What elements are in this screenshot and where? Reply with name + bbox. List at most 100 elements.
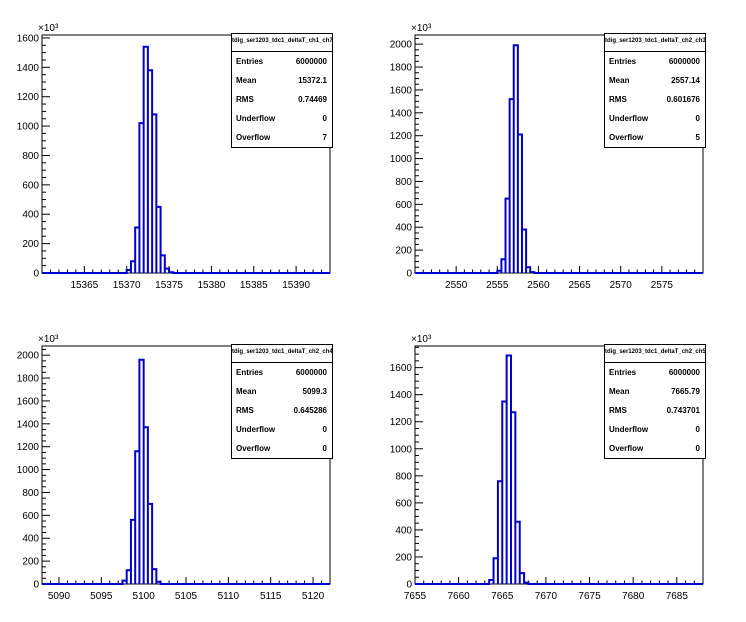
- stats-box: tdig_ser1203_tdc1_deltaT_ch2_ch4 Entries…: [231, 344, 333, 459]
- stats-underflow: Underflow 0: [609, 425, 700, 434]
- x-tick-label: 7685: [666, 591, 689, 602]
- histogram-plot: ×10³ 7655 7660 7665 7670 7675 7680 7685 0 200 400 6…: [390, 334, 704, 602]
- histogram-bin: [127, 270, 131, 273]
- histogram-bin: [511, 412, 515, 584]
- y-tick-label: 600: [395, 200, 412, 211]
- y-tick-label: 1200: [17, 442, 40, 453]
- x-tick-label: 7680: [622, 591, 645, 602]
- stats-box: tdig_ser1203_tdc1_deltaT_ch2_ch5 Entries…: [604, 344, 706, 459]
- histogram-bin: [526, 267, 530, 273]
- histogram-bin: [131, 261, 135, 273]
- y-tick-label: 400: [22, 210, 39, 221]
- y-tick-label: 400: [395, 525, 412, 536]
- histogram-bin: [494, 558, 498, 584]
- stats-mean: Mean 15372.1: [236, 76, 327, 85]
- stats-mean: Mean 2557.14: [609, 76, 700, 85]
- histogram-bin: [498, 481, 502, 584]
- x-tick-label: 7670: [535, 591, 558, 602]
- x-tick-label: 7655: [404, 591, 427, 602]
- y-tick-label: 800: [395, 177, 412, 188]
- histogram-bin: [152, 569, 156, 584]
- stats-mean: Mean 7665.79: [609, 387, 700, 396]
- histogram-title: tdig_ser1203_tdc1_deltaT_ch2_ch3: [605, 34, 705, 52]
- histogram-bin: [156, 582, 160, 584]
- histogram-bin: [144, 47, 148, 273]
- x-tick-label: 7660: [448, 591, 471, 602]
- histogram-bin: [135, 227, 139, 273]
- x-tick-label: 5120: [302, 591, 325, 602]
- histogram-title: tdig_ser1203_tdc1_deltaT_ch1_ch7: [232, 34, 332, 52]
- x-tick-label: 5105: [175, 591, 198, 602]
- stats-underflow: Underflow 0: [236, 114, 327, 123]
- histogram-plot: ×10³ 15365 15370 15375 15380 15385 15390 0 200 40…: [17, 23, 331, 291]
- x-tick-label: 15365: [70, 280, 98, 291]
- stats-entries: Entries 6000000: [236, 368, 327, 377]
- y-tick-label: 800: [395, 471, 412, 482]
- y-tick-label: 1200: [17, 92, 40, 103]
- histogram-title: tdig_ser1203_tdc1_deltaT_ch2_ch5: [605, 345, 705, 363]
- y-tick-label: 1200: [390, 131, 413, 142]
- y-tick-label: 1200: [390, 417, 413, 428]
- x-tick-label: 7675: [578, 591, 601, 602]
- histogram-bin: [139, 360, 143, 584]
- histogram-line: [415, 44, 703, 274]
- y-tick-label: 0: [33, 580, 39, 591]
- stats-box: tdig_ser1203_tdc1_deltaT_ch1_ch7 Entries…: [231, 33, 333, 148]
- y-tick-label: 600: [22, 180, 39, 191]
- y-tick-label: 200: [395, 246, 412, 257]
- stats-rms: RMS 0.743701: [609, 406, 700, 415]
- stats-underflow: Underflow 0: [609, 114, 700, 123]
- y-tick-label: 600: [395, 498, 412, 509]
- pad-top-left: ×10³ 15365 15370 15375 15380 15385 15390 0 200 40…: [0, 0, 373, 311]
- histogram-bin: [520, 573, 524, 584]
- stats-overflow: Overflow 7: [236, 133, 327, 142]
- histogram-bin: [501, 259, 505, 273]
- histogram-bin: [506, 199, 510, 273]
- y-tick-label: 1400: [390, 390, 413, 401]
- y-tick-label: 0: [33, 269, 39, 280]
- x-tick-label: 15375: [155, 280, 183, 291]
- y-tick-label: 800: [22, 488, 39, 499]
- stats-box: tdig_ser1203_tdc1_deltaT_ch2_ch3 Entries…: [604, 33, 706, 148]
- stats-rms: RMS 0.74469: [236, 95, 327, 104]
- y-tick-label: 1800: [17, 374, 40, 385]
- histogram-plot: ×10³ 5090 5095 5100 5105 5110 5115 5120 0 200 400 6…: [17, 334, 331, 602]
- histogram-bin: [165, 269, 169, 273]
- histogram-bin: [135, 451, 139, 584]
- histogram-bin: [489, 580, 493, 584]
- y-tick-label: 0: [406, 269, 412, 280]
- y-tick-label: 2000: [390, 40, 413, 51]
- x-tick-label: 2550: [445, 280, 468, 291]
- y-tick-label: 800: [22, 151, 39, 162]
- y-tick-label: 1600: [390, 85, 413, 96]
- x-tick-label: 15380: [198, 280, 226, 291]
- histogram-bin: [131, 520, 135, 584]
- stats-overflow: Overflow 0: [609, 444, 700, 453]
- y-exponent-label: ×10³: [38, 334, 59, 345]
- histogram-bin: [518, 135, 522, 273]
- x-tick-label: 2555: [486, 280, 509, 291]
- histogram-bin: [139, 123, 143, 273]
- histogram-plot: ×10³ 2550 2555 2560 2565 2570 2575 0 200 400 600 80…: [390, 23, 704, 291]
- histogram-title: tdig_ser1203_tdc1_deltaT_ch2_ch4: [232, 345, 332, 363]
- histogram-bin: [514, 45, 518, 273]
- x-tick-label: 2575: [651, 280, 674, 291]
- y-tick-label: 1400: [390, 108, 413, 119]
- histogram-bin: [152, 114, 156, 273]
- y-tick-label: 200: [395, 552, 412, 563]
- y-tick-label: 1600: [17, 33, 40, 44]
- x-tick-label: 15370: [113, 280, 141, 291]
- x-tick-label: 15385: [240, 280, 268, 291]
- histogram-bin: [144, 427, 148, 584]
- stats-rms: RMS 0.645286: [236, 406, 327, 415]
- stats-underflow: Underflow 0: [236, 425, 327, 434]
- y-tick-label: 0: [406, 580, 412, 591]
- x-tick-label: 5110: [218, 591, 240, 602]
- histogram-bin: [169, 272, 173, 273]
- x-tick-label: 2570: [610, 280, 633, 291]
- x-tick-label: 5095: [90, 591, 113, 602]
- y-tick-label: 1400: [17, 419, 40, 430]
- pad-bottom-right: ×10³ 7655 7660 7665 7670 7675 7680 7685 0 200 400 6…: [373, 311, 746, 622]
- y-tick-label: 1000: [17, 465, 40, 476]
